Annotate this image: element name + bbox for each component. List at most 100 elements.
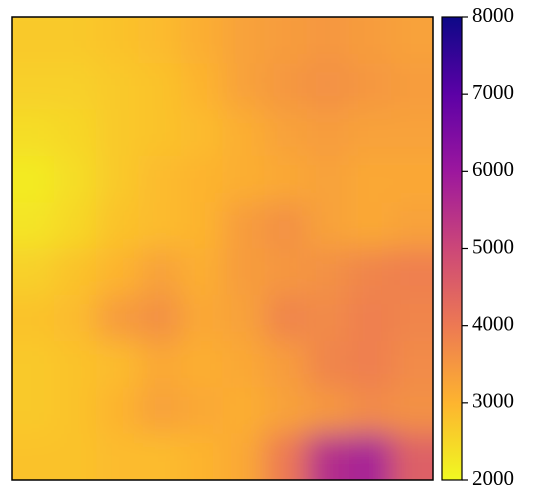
heatmap-cell [306,341,350,389]
map-cells [12,17,433,480]
heatmap-cell [348,341,392,389]
heatmap-cell [222,248,266,296]
heatmap-cell [390,341,433,389]
heatmap-cell [96,433,140,480]
heatmap-cell [348,155,392,204]
heatmap-cell [348,294,392,343]
heatmap-cell [180,155,224,204]
map-area [12,17,433,480]
heatmap-cell [264,202,308,250]
heatmap-cell [180,202,224,250]
colorbar-tick-label: 6000 [472,157,514,181]
heatmap-cell [390,63,433,111]
heatmap-cell [12,387,56,435]
heatmap-cell [264,17,308,65]
colorbar-tick-label: 4000 [472,311,514,335]
heatmap-cell [54,155,98,204]
heatmap-cell [264,294,308,343]
heatmap-cell [96,17,140,65]
heatmap-cell [96,155,140,204]
heatmap-cell [138,202,182,250]
heatmap-cell [96,248,140,296]
heatmap-cell [222,433,266,480]
heatmap-cell [390,202,433,250]
colorbar-tick-label: 8000 [472,3,514,27]
heatmap-cell [222,294,266,343]
heatmap-cell [180,387,224,435]
heatmap-cell [12,202,56,250]
heatmap-cell [348,63,392,111]
heatmap-cell [54,387,98,435]
heatmap-cell [306,202,350,250]
heatmap-cell [96,294,140,343]
heatmap-cell [180,63,224,111]
heatmap-cell [390,17,433,65]
heatmap-cell [138,155,182,204]
map-frame [11,16,434,481]
heatmap-cell [180,109,224,157]
heatmap-cell [180,341,224,389]
heatmap-cell [306,63,350,111]
heatmap-cell [348,387,392,435]
colorbar-tick-label: 2000 [472,466,514,490]
heatmap-cell [390,109,433,157]
heatmap-cell [12,433,56,480]
heatmap-cell [54,202,98,250]
heatmap-cell [306,294,350,343]
heatmap-cell [264,387,308,435]
heatmap-cell [180,248,224,296]
heatmap-cell [12,155,56,204]
heatmap-cell [12,109,56,157]
heatmap-cell [348,433,392,480]
heatmap-cell [96,109,140,157]
heatmap-cell [306,155,350,204]
heatmap-cell [306,433,350,480]
heatmap-cell [390,155,433,204]
heatmap-cell [180,294,224,343]
heatmap-cell [12,294,56,343]
heatmap-cell [348,109,392,157]
heatmap-cell [180,433,224,480]
heatmap-cell [222,387,266,435]
heatmap-cell [12,248,56,296]
heatmap-cell [348,202,392,250]
heatmap-cell [54,341,98,389]
heatmap-cell [54,248,98,296]
heatmap-cell [138,387,182,435]
colorbar-tick-label: 5000 [472,234,514,258]
heatmap-cell [138,63,182,111]
heatmap-cell [222,109,266,157]
heatmap-cell [222,202,266,250]
heatmap-cell [12,341,56,389]
heatmap-cell [180,17,224,65]
heatmap-cell [138,433,182,480]
heatmap-cell [306,387,350,435]
colorbar-tick-label: 7000 [472,80,514,104]
heatmap-cell [96,202,140,250]
heatmap-cell [390,248,433,296]
heatmap-cell [306,17,350,65]
colorbar [441,16,463,481]
heatmap-cell [390,387,433,435]
heatmap-cell [306,109,350,157]
heatmap-cell [138,109,182,157]
heatmap-cell [12,63,56,111]
heatmap-cell [96,387,140,435]
heatmap-cell [96,63,140,111]
heatmap-cell [390,294,433,343]
heatmap-cell [264,63,308,111]
heatmap-cell [264,109,308,157]
heatmap-cell [264,155,308,204]
heatmap-cell [54,433,98,480]
heatmap-cell [54,294,98,343]
heatmap-cell [348,17,392,65]
heatmap-cell [138,341,182,389]
colorbar-tick-label: 3000 [472,389,514,413]
heatmap-cell [138,294,182,343]
heatmap-cell [12,17,56,65]
heatmap-cell [222,155,266,204]
heatmap-cell [306,248,350,296]
heatmap-cell [54,17,98,65]
heatmap-cell [138,248,182,296]
